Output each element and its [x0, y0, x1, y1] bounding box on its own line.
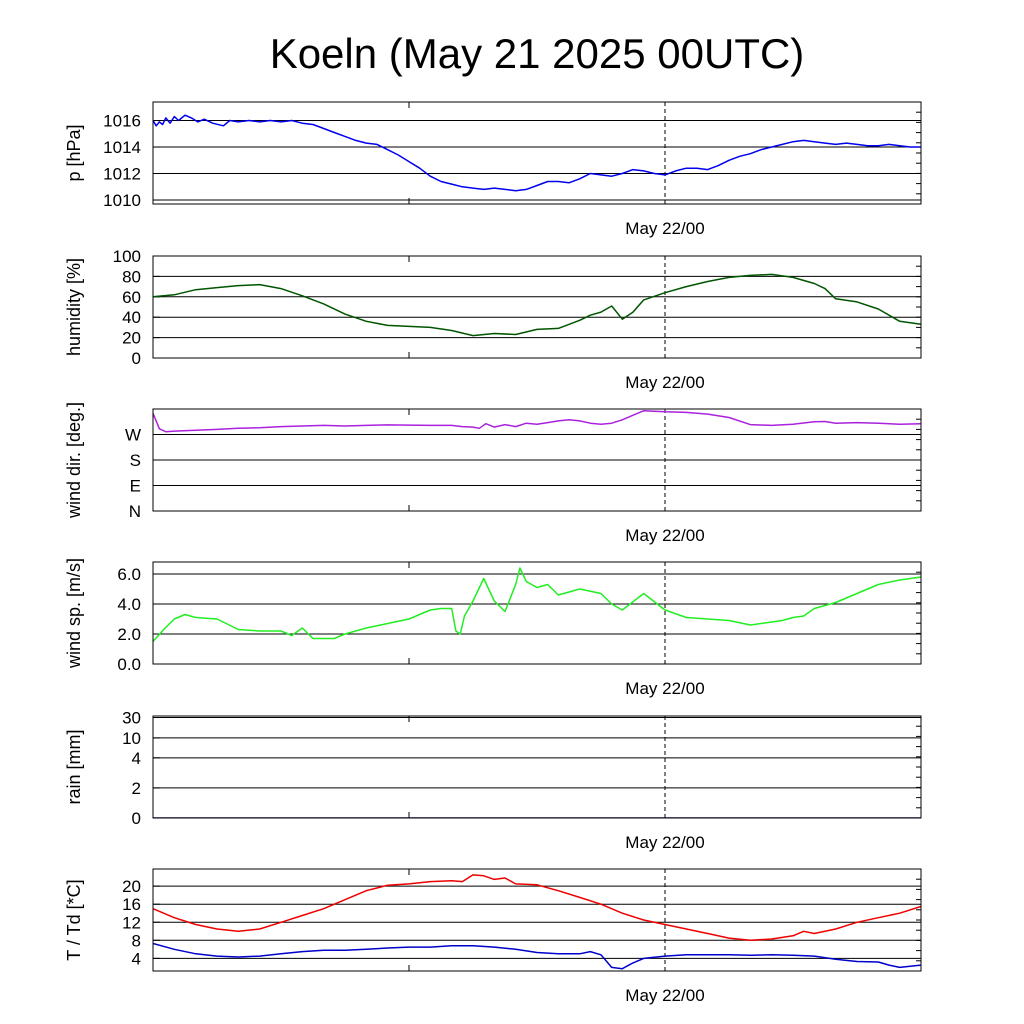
y-tick-label: 100: [113, 247, 141, 266]
y-tick-label: N: [129, 502, 141, 521]
panel-frame: [152, 255, 922, 359]
panel-frame: [152, 101, 922, 205]
y-tick-label: 0.0: [117, 655, 141, 674]
panel-frame: [152, 868, 922, 972]
y-tick-label: 12: [122, 913, 141, 932]
y-tick-label: 80: [122, 267, 141, 286]
y-tick-label: 20: [122, 877, 141, 896]
y-tick-label: 20: [122, 329, 141, 348]
y-tick-label: 60: [122, 288, 141, 307]
series-line-0: [153, 273, 921, 337]
panel-frame: [152, 561, 922, 665]
series-line-0: [153, 409, 921, 433]
y-tick-label: 8: [132, 931, 141, 950]
y-tick-label: 16: [122, 895, 141, 914]
y-tick-label: 40: [122, 308, 141, 327]
x-tick-label: May 22/00: [625, 679, 704, 698]
panel-frame: [152, 408, 922, 512]
y-tick-label: 2.0: [117, 625, 141, 644]
y-tick-label: S: [130, 451, 141, 470]
y-axis-label: p [hPa]: [64, 124, 84, 181]
x-tick-label: May 22/00: [625, 986, 704, 1005]
x-tick-label: May 22/00: [625, 833, 704, 852]
panel-frame: [152, 715, 922, 819]
y-axis-label: T / Td [*C]: [64, 879, 84, 960]
y-tick-label: 10: [122, 729, 141, 748]
y-axis-label: wind dir. [deg.]: [64, 402, 84, 519]
y-tick-label: 4: [132, 749, 141, 768]
x-tick-label: May 22/00: [625, 373, 704, 392]
x-tick-label: May 22/00: [625, 526, 704, 545]
panel-3: 0.0 2.0 4.0 6.0 wind sp. [m/s] May 22/00: [64, 558, 922, 698]
y-tick-label: 2: [132, 779, 141, 798]
y-tick-label: 1012: [103, 165, 141, 184]
y-tick-label: 4: [132, 949, 141, 968]
y-tick-label: W: [125, 426, 141, 445]
chart-title: Koeln (May 21 2025 00UTC): [270, 30, 805, 77]
y-tick-label: 6.0: [117, 565, 141, 584]
y-tick-label: 1010: [103, 191, 141, 210]
y-axis-label: rain [mm]: [64, 729, 84, 804]
y-axis-label: wind sp. [m/s]: [64, 558, 84, 669]
panel-0: 1010 1012 1014 1016 p [hPa] May 22/00: [64, 101, 922, 238]
y-tick-label: 4.0: [117, 595, 141, 614]
y-tick-label: E: [130, 477, 141, 496]
x-tick-label: May 22/00: [625, 219, 704, 238]
series-line-0: [153, 567, 921, 642]
series-line-0: [153, 114, 921, 192]
y-tick-label: 0: [132, 809, 141, 828]
series-line-0: [153, 874, 921, 942]
y-tick-label: 1014: [103, 138, 141, 157]
series-line-1: [153, 942, 921, 970]
y-tick-label: 0: [132, 349, 141, 368]
y-tick-label: 30: [122, 709, 141, 728]
y-tick-label: 1016: [103, 112, 141, 131]
y-axis-label: humidity [%]: [64, 258, 84, 356]
